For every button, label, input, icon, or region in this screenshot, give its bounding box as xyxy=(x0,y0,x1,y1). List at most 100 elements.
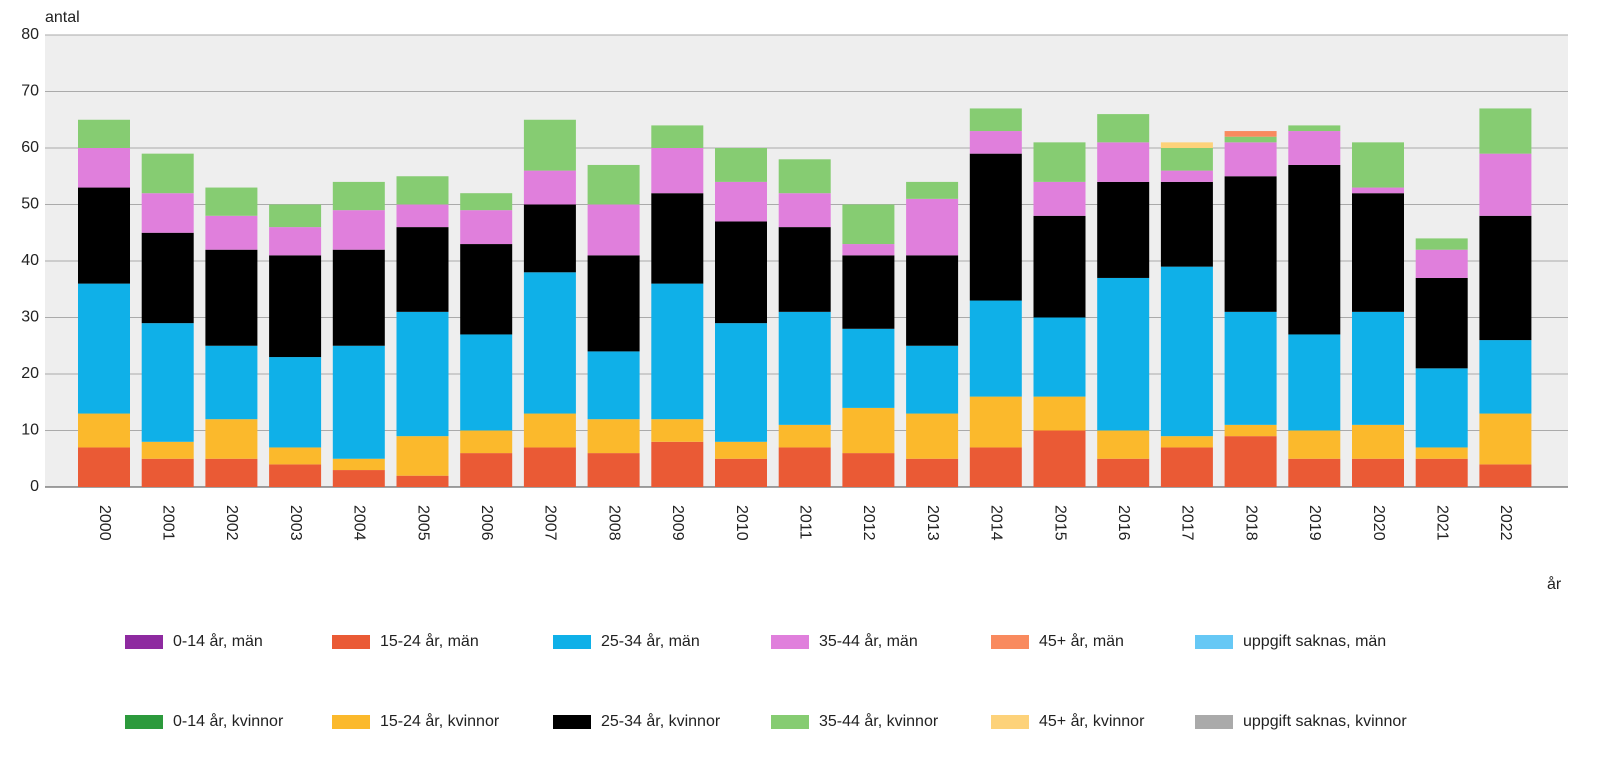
x-tick-label: 2011 xyxy=(796,505,813,540)
bar-segment xyxy=(651,419,704,442)
x-tick-label: 2017 xyxy=(1179,505,1196,541)
bar-segment xyxy=(78,148,130,188)
bar-segment xyxy=(1415,368,1468,448)
legend-swatch xyxy=(771,715,809,729)
bar-segment xyxy=(269,357,322,448)
y-tick-label: 50 xyxy=(21,196,39,213)
bar-segment xyxy=(906,198,959,256)
bar-segment xyxy=(269,255,322,358)
legend-swatch xyxy=(1195,715,1233,729)
legend-label: 45+ år, män xyxy=(1039,632,1124,650)
bar-segment xyxy=(778,424,831,448)
legend-label: 25-34 år, kvinnor xyxy=(601,712,721,730)
bar-segment xyxy=(651,283,704,420)
bar-segment xyxy=(1288,125,1341,132)
bar-segment xyxy=(396,176,449,205)
bar-segment xyxy=(651,193,704,284)
bar-segment xyxy=(1160,266,1213,437)
bar-segment xyxy=(205,249,258,346)
bar-segment xyxy=(460,210,513,245)
x-tick-label: 2014 xyxy=(988,505,1005,541)
bar-segment xyxy=(396,311,449,437)
bar-segment xyxy=(332,210,385,250)
bar-segment xyxy=(1415,249,1468,278)
bar-segment xyxy=(842,204,895,245)
bar-segment xyxy=(523,413,576,448)
x-tick-label: 2015 xyxy=(1051,505,1068,541)
bar-segment xyxy=(906,255,959,346)
bar-segment xyxy=(460,244,513,335)
bar-segment xyxy=(205,345,258,420)
bar-segment xyxy=(460,334,513,431)
bar-segment xyxy=(1160,148,1213,171)
x-tick-label: 2013 xyxy=(924,505,941,541)
x-tick-label: 2007 xyxy=(542,505,559,541)
bar-segment xyxy=(778,447,831,487)
bar-segment xyxy=(523,447,576,487)
legend-swatch xyxy=(125,635,163,649)
legend-label: 45+ år, kvinnor xyxy=(1039,712,1145,730)
bar-segment xyxy=(1033,181,1086,216)
bar-segment xyxy=(1224,436,1277,487)
bar-segment xyxy=(1352,311,1404,425)
bar-segment xyxy=(141,323,194,442)
bar-segment xyxy=(141,458,194,487)
bar-segment xyxy=(651,148,704,194)
bar-segment xyxy=(1415,277,1468,369)
legend-label: 35-44 år, kvinnor xyxy=(819,712,939,730)
legend-label: uppgift saknas, män xyxy=(1243,633,1386,650)
bar-segment xyxy=(1160,436,1213,448)
bar-segment xyxy=(1033,215,1086,318)
legend-label: 15-24 år, kvinnor xyxy=(380,712,500,730)
bar-segment xyxy=(1097,430,1150,459)
y-tick-label: 70 xyxy=(21,83,39,100)
bar-segment xyxy=(651,125,704,148)
bar-segment xyxy=(141,153,194,194)
x-tick-label: 2003 xyxy=(287,505,304,541)
y-tick-label: 60 xyxy=(21,139,39,156)
bar-segment xyxy=(78,447,130,487)
legend-label: 0-14 år, män xyxy=(173,632,263,650)
bar-segment xyxy=(1288,131,1341,165)
bar-segment xyxy=(269,204,322,228)
bar-segment xyxy=(523,170,576,205)
bar-segment xyxy=(269,227,322,256)
y-tick-label: 20 xyxy=(21,365,39,382)
bar-segment xyxy=(1033,430,1086,487)
bar-segment xyxy=(1352,424,1404,459)
legend-swatch xyxy=(553,635,591,649)
bar-segment xyxy=(141,232,194,324)
bar-segment xyxy=(1479,108,1532,154)
bar-segment xyxy=(1352,187,1404,194)
bar-segment xyxy=(715,221,767,324)
bar-segment xyxy=(332,458,385,471)
bar-segment xyxy=(1160,447,1213,487)
y-tick-label: 0 xyxy=(30,478,39,495)
legend-swatch xyxy=(553,715,591,729)
bar-segment xyxy=(1160,170,1213,182)
bar-segment xyxy=(332,181,385,211)
bar-segment xyxy=(587,351,640,420)
x-tick-label: 2021 xyxy=(1433,505,1450,541)
x-tick-label: 2019 xyxy=(1306,505,1323,541)
bar-segment xyxy=(778,311,831,425)
x-tick-label: 2012 xyxy=(860,505,877,541)
bar-segment xyxy=(1224,424,1277,437)
legend-label: 0-14 år, kvinnor xyxy=(173,712,284,730)
bar-segment xyxy=(778,227,831,312)
x-axis-label: år xyxy=(1547,575,1562,593)
bar-segment xyxy=(1352,458,1404,487)
legend-swatch xyxy=(1195,635,1233,649)
legend-label: uppgift saknas, kvinnor xyxy=(1243,713,1407,730)
bar-segment xyxy=(332,345,385,459)
legend-swatch xyxy=(125,715,163,729)
bar-segment xyxy=(1479,215,1532,341)
bar-segment xyxy=(778,159,831,194)
bar-segment xyxy=(587,204,640,256)
legend-label: 25-34 år, män xyxy=(601,632,700,650)
x-tick-label: 2000 xyxy=(96,505,113,541)
bar-segment xyxy=(78,187,130,284)
bar-segment xyxy=(715,441,767,459)
legend-swatch xyxy=(332,635,370,649)
